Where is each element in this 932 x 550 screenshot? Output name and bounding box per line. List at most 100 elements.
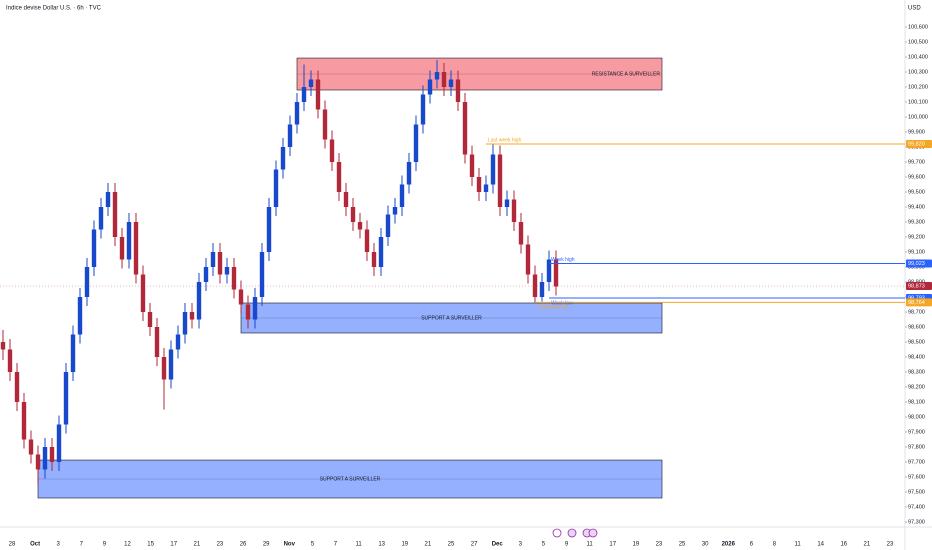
y-tick-label: 97,900 (908, 429, 925, 435)
price-badge-label: 98,764 (908, 300, 925, 306)
candle-body (539, 282, 545, 297)
y-tick-label: 99,400 (908, 204, 925, 210)
candle-body (462, 102, 468, 155)
candle-body (427, 79, 433, 95)
x-tick-label: 25 (448, 542, 455, 548)
candle-body (77, 297, 83, 335)
y-tick-label: 99,100 (908, 249, 925, 255)
y-tick-label: 98,400 (908, 354, 925, 360)
candle-body (434, 72, 440, 80)
candle-body (140, 274, 146, 312)
price-badge (906, 140, 932, 148)
candle-body (532, 274, 538, 297)
x-tick-label: 5 (311, 542, 315, 548)
level-name: Week low (551, 300, 573, 306)
candle-body (98, 207, 104, 230)
y-tick-label: 98,000 (908, 414, 925, 420)
y-tick-label: 99,200 (908, 234, 925, 240)
price-badge-label: 98,873 (908, 284, 925, 290)
x-tick-label: 9 (103, 542, 107, 548)
candle-body (511, 199, 517, 222)
x-tick-label: 28 (9, 542, 16, 548)
candle-body (147, 312, 153, 327)
x-tick-label: 21 (193, 542, 200, 548)
x-tick-label: 27 (471, 542, 478, 548)
y-tick-label: 98,200 (908, 384, 925, 390)
y-tick-label: 98,700 (908, 309, 925, 315)
candle-body (280, 147, 286, 170)
candle-body (399, 184, 405, 207)
candle-body (161, 357, 167, 380)
x-tick-label: 5 (542, 542, 546, 548)
candle-body (350, 207, 356, 222)
candle-body (42, 447, 48, 470)
candle-body (343, 192, 349, 207)
candle-body (112, 192, 118, 237)
x-tick-label: 6 (750, 542, 754, 548)
candle-body (301, 87, 307, 102)
zone-label: SUPPORT A SURVEILLER (421, 315, 482, 321)
event-icons (552, 528, 598, 538)
candle-body (84, 267, 90, 297)
candle-body (91, 229, 97, 267)
x-tick-label: 12 (124, 542, 131, 548)
candle-body (182, 312, 188, 335)
candle-body (448, 79, 454, 87)
candle-body (196, 282, 202, 320)
zone-label: SUPPORT A SURVEILLER (320, 476, 381, 482)
candle-body (546, 259, 552, 282)
price-badge-label: 99,023 (908, 261, 925, 267)
candle-body (231, 267, 237, 290)
x-tick-label: 21 (425, 542, 432, 548)
y-tick-label: 99,700 (908, 159, 925, 165)
y-tick-label: 99,300 (908, 219, 925, 225)
candle-body (490, 154, 496, 185)
y-tick-label: 97,800 (908, 444, 925, 450)
candle-body (315, 79, 321, 110)
candle-body (133, 222, 139, 275)
zone-label: RESISTANCE A SURVEILLER (592, 71, 661, 77)
x-tick-label: 11 (355, 542, 362, 548)
candle-body (7, 349, 13, 372)
candle-body (168, 349, 174, 380)
x-tick-label: 11 (794, 542, 801, 548)
candle-body (525, 244, 531, 275)
candle-body (175, 334, 181, 350)
candle-body (14, 372, 20, 402)
candle-body (126, 222, 132, 260)
candle-body (21, 402, 27, 440)
candle-body (308, 79, 314, 87)
candle-body (70, 334, 76, 372)
y-tick-label: 97,600 (908, 474, 925, 480)
candle-body (119, 237, 125, 260)
candle-body (273, 169, 279, 207)
candle-body (203, 267, 209, 282)
level-name: Last week low (537, 305, 569, 311)
x-tick-label: 23 (887, 542, 894, 548)
x-tick-label: 19 (401, 542, 408, 548)
zone (37, 459, 663, 499)
x-tick-label: 7 (80, 542, 84, 548)
x-tick-label: 15 (147, 542, 154, 548)
y-tick-label: 100,600 (908, 24, 928, 30)
y-tick-label: 100,200 (908, 84, 928, 90)
y-tick-label: 97,700 (908, 459, 925, 465)
zone (240, 302, 663, 334)
x-tick-label: 25 (679, 542, 686, 548)
candle-body (497, 154, 503, 207)
x-tick-label: 19 (632, 542, 639, 548)
x-tick-label: 30 (702, 542, 709, 548)
x-tick-label: 14 (817, 542, 824, 548)
y-tick-label: 97,400 (908, 504, 925, 510)
x-tick-label: 17 (170, 542, 177, 548)
y-tick-label: 100,300 (908, 69, 928, 75)
level-name: Week high (551, 257, 575, 263)
candle-body (49, 447, 55, 462)
candle-body (266, 207, 272, 252)
candle-body (364, 229, 370, 252)
candle-body (518, 222, 524, 245)
candle-body (322, 109, 328, 140)
candle-body (420, 94, 426, 125)
x-tick-label: 2026 (722, 542, 736, 548)
candle-body (357, 222, 363, 230)
